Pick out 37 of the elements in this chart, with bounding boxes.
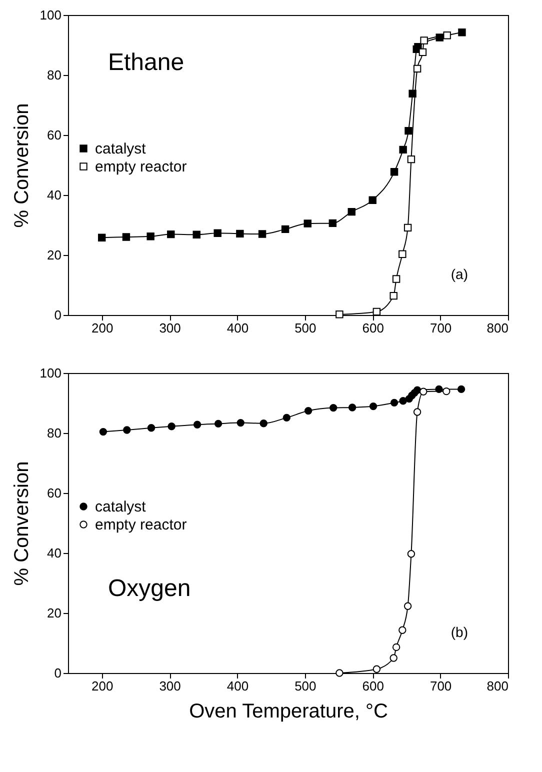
x-tick-label: 700 [430,678,452,694]
y-tick-label: 100 [40,366,62,380]
x-tick-label: 500 [294,320,316,336]
y-tick-label: 100 [40,8,62,22]
annotation: (a) [450,266,468,282]
x-tick-label: 200 [91,678,114,694]
x-tick-label: 800 [486,678,508,694]
legend-label: catalyst [95,140,147,158]
x-tick-label: 500 [294,678,316,694]
annotation: Oxygen [108,575,191,602]
legend-label: empty reactor [95,516,187,534]
y-axis-title: % Conversion [10,461,33,586]
legend-label: catalyst [95,498,147,516]
x-tick-label: 300 [159,320,181,336]
y-tick-label: 0 [54,666,62,680]
y-tick-label: 80 [47,68,62,82]
legend-label: empty reactor [95,158,187,176]
annotation: (b) [450,624,468,640]
y-tick-label: 60 [47,128,62,142]
x-tick-label: 400 [226,678,249,694]
x-tick-label: 600 [362,678,384,694]
y-tick-label: 40 [47,546,62,560]
y-axis-title: % Conversion [10,103,33,228]
y-tick-label: 80 [47,426,62,440]
x-tick-label: 200 [91,320,114,336]
x-tick-label: 800 [486,320,508,336]
y-tick-label: 20 [47,606,62,620]
x-tick-label: 300 [159,678,181,694]
y-tick-label: 20 [47,248,62,262]
x-axis-title: Oven Temperature, °C [189,700,388,722]
x-tick-label: 400 [226,320,249,336]
y-tick-label: 0 [54,308,62,322]
annotation: Ethane [108,49,184,76]
y-tick-label: 60 [47,486,62,500]
y-tick-label: 40 [47,188,62,202]
x-tick-label: 600 [362,320,384,336]
x-tick-label: 700 [430,320,452,336]
